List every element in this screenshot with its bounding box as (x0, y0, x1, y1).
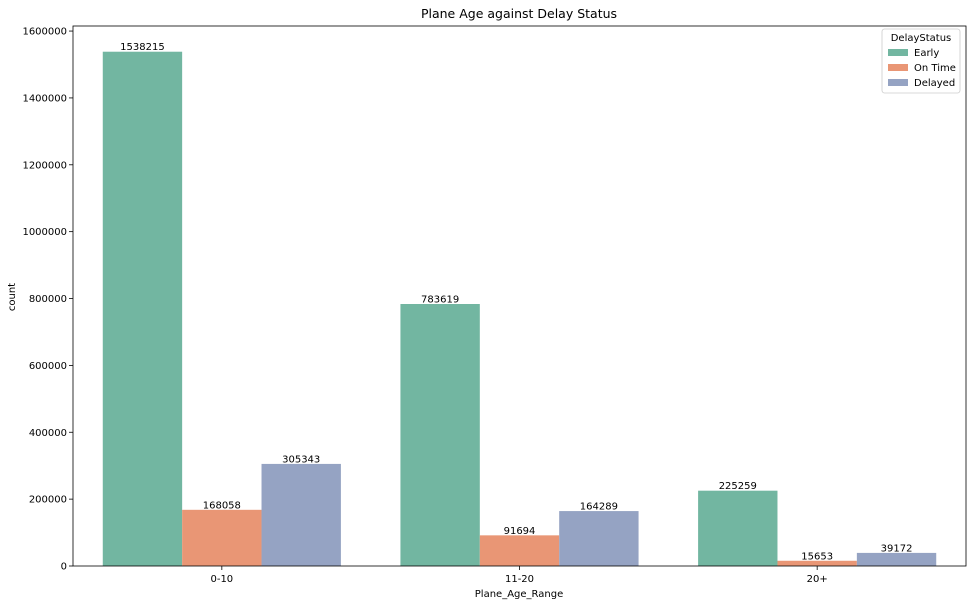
bar-value-label: 225259 (719, 481, 757, 492)
bar-early-11-20 (400, 304, 480, 566)
legend-title: DelayStatus (891, 33, 952, 44)
bar-on-time-11-20 (479, 535, 560, 566)
bar-value-label: 1538215 (120, 42, 165, 53)
legend-label: Early (914, 48, 939, 59)
plot-frame (72, 25, 967, 567)
y-axis-label: count (7, 283, 18, 311)
y-tick-label: 400000 (29, 428, 67, 439)
bar-delayed-20+ (856, 552, 937, 566)
bar-value-label: 15653 (801, 551, 833, 562)
legend-label: Delayed (914, 78, 955, 89)
y-tick-label: 800000 (29, 294, 67, 305)
bar-delayed-11-20 (559, 511, 639, 566)
bar-value-label: 39172 (881, 543, 913, 554)
bars-group (102, 51, 937, 567)
bar-early-0-10 (102, 51, 183, 567)
y-tick-label: 1400000 (22, 93, 67, 104)
legend-box (881, 28, 961, 94)
bar-value-label: 91694 (504, 526, 536, 537)
data-labels-group: 1538215 168058 305343 783619 91694 164289 2252… (120, 42, 912, 562)
y-axis: 0 200000 400000 600000 800000 1000000 1200000 1… (22, 27, 73, 573)
bar-value-label: 164289 (580, 502, 618, 513)
y-tick-label: 200000 (29, 495, 67, 506)
legend-swatch-on-time (888, 64, 908, 71)
x-tick-label: 0-10 (210, 574, 233, 585)
bar-value-label: 305343 (282, 454, 320, 465)
x-axis-label: Plane_Age_Range (475, 589, 563, 600)
y-tick-label: 1000000 (22, 227, 67, 238)
legend-label: On Time (914, 63, 956, 74)
bar-value-label: 168058 (203, 500, 241, 511)
bar-on-time-0-10 (182, 509, 262, 566)
legend-swatch-delayed (888, 79, 908, 86)
chart-title: Plane Age against Delay Status (421, 6, 617, 21)
y-tick-label: 1200000 (22, 160, 67, 171)
legend-swatch-early (888, 49, 908, 56)
bar-early-20+ (698, 490, 778, 566)
bar-delayed-0-10 (261, 463, 341, 566)
legend: DelayStatus Early On Time Delayed (881, 28, 961, 94)
x-tick-label: 20+ (807, 574, 828, 585)
bar-on-time-20+ (777, 560, 857, 566)
x-tick-label: 11-20 (505, 574, 534, 585)
y-tick-label: 0 (61, 562, 67, 573)
y-tick-label: 600000 (29, 361, 67, 372)
x-axis: 0-10 11-20 20+ (210, 566, 828, 585)
y-tick-label: 1600000 (22, 27, 67, 38)
bar-value-label: 783619 (421, 295, 459, 306)
